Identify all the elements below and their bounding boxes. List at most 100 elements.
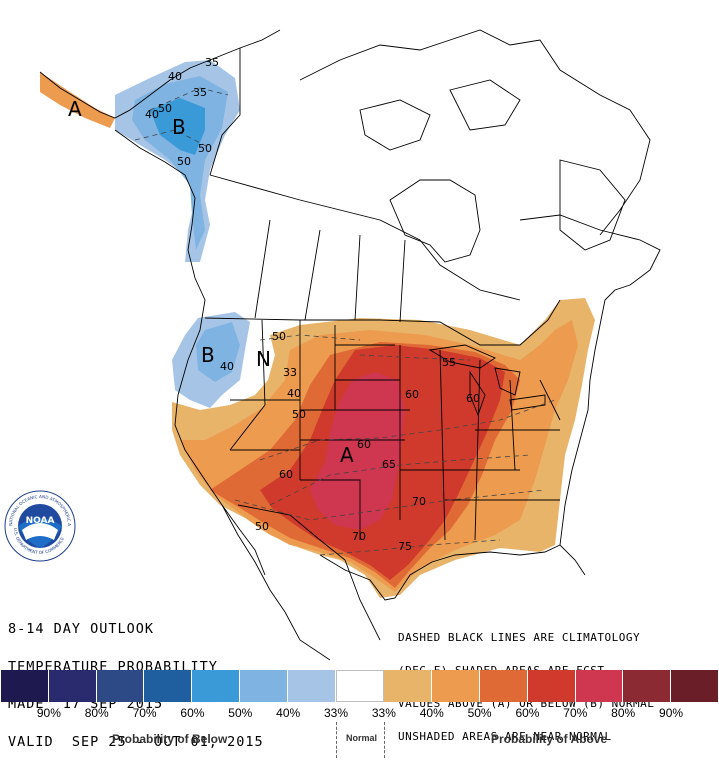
- legend-swatch-4: [192, 670, 240, 702]
- label-ak-50a: 50: [158, 102, 172, 115]
- legend-tick-12: 80%: [611, 706, 636, 720]
- label-ak-35b: 35: [193, 86, 207, 99]
- climatology-lines: [134, 87, 556, 556]
- legend-tick-8: 40%: [419, 706, 444, 720]
- mexico-border: [237, 504, 346, 561]
- alaska-coast: [39, 29, 281, 119]
- legend-tick-5: 40%: [276, 706, 301, 720]
- legend-swatch-0: [1, 670, 49, 702]
- province-lines: [209, 174, 521, 323]
- outlook-title: 8-14 DAY OUTLOOK: [8, 621, 155, 637]
- legend-tick-2: 70%: [132, 706, 157, 720]
- legend-tick-6: 33%: [324, 706, 349, 720]
- clim-55: [359, 354, 471, 361]
- legend-swatch-6: [287, 670, 336, 702]
- legend-swatch-5: [239, 670, 288, 702]
- label-ak-50b: 50: [198, 142, 212, 155]
- note-line-4: UNSHADED AREAS ARE NEAR-NORMAL: [398, 730, 612, 743]
- canada-us-border: [204, 299, 561, 346]
- alaska-below-core: [150, 98, 205, 155]
- legend-tick-spacer: [1, 706, 25, 720]
- label-pnw-40: 40: [220, 360, 234, 373]
- logo-text: NOAA: [26, 516, 55, 526]
- category-labels: A B B N A: [68, 97, 354, 467]
- arctic-islands: [299, 29, 651, 251]
- legend-swatch-14: [671, 670, 719, 702]
- gulf-coast: [319, 544, 586, 601]
- clim-50: [134, 129, 211, 149]
- clim-40: [149, 87, 229, 111]
- outlook-valid-dates: VALID SEP 25 - OCT 01, 2015: [8, 733, 264, 750]
- mexico-interior: [284, 559, 381, 661]
- legend-swatch-3: [144, 670, 193, 702]
- great-lakes: [428, 344, 546, 417]
- legend-tick-4: 50%: [228, 706, 253, 720]
- atlantic-coast: [559, 269, 651, 546]
- legend-below-label: Probability of Below: [112, 732, 228, 746]
- label-c-70: 70: [352, 530, 366, 543]
- legend-swatch-12: [575, 670, 624, 702]
- note-line-1: DASHED BLACK LINES ARE CLIMATOLOGY: [398, 631, 641, 644]
- label-c-55: 55: [442, 356, 456, 369]
- shading-layer: [40, 60, 595, 598]
- note-line-3: VALUES ABOVE (A) OR BELOW (B) NORMAL: [398, 697, 655, 710]
- legend-swatch-11: [527, 670, 576, 702]
- label-c-50: 50: [255, 520, 269, 533]
- label-c-75: 75: [398, 540, 412, 553]
- legend-swatch-7: [335, 670, 385, 702]
- above-80-area: [310, 372, 405, 530]
- legend-color-bar: [1, 670, 719, 702]
- legend-tick-7: 33%: [371, 706, 396, 720]
- label-ak-40b: 40: [145, 108, 159, 121]
- noaa-logo: NATIONAL OCEANIC AND ATMOSPHERIC ADMINIS…: [4, 490, 76, 562]
- label-ak-40: 40: [168, 70, 182, 83]
- pnw-b-label: B: [201, 343, 215, 367]
- legend-tick-1: 80%: [84, 706, 109, 720]
- legend-tick-13: 90%: [659, 706, 684, 720]
- legend-swatch-9: [432, 670, 480, 702]
- pnw-n-label: N: [256, 347, 271, 371]
- clim-50b: [259, 334, 361, 341]
- clim-75: [319, 539, 501, 556]
- legend-swatch-2: [96, 670, 145, 702]
- label-c-60c: 60: [466, 392, 480, 405]
- coastlines-and-borders: [39, 29, 661, 661]
- us-state-lines: [229, 319, 561, 541]
- label-nw-40: 40: [287, 387, 301, 400]
- outlook-subtitle: TEMPERATURE PROBABILITY: [8, 658, 218, 675]
- clim-65: [269, 454, 531, 506]
- hudson-bay: [389, 179, 481, 263]
- label-sw-60: 60: [279, 468, 293, 481]
- label-c-60b: 60: [405, 388, 419, 401]
- label-c-65: 65: [382, 458, 396, 471]
- clim-70: [234, 489, 546, 521]
- legend-tick-3: 60%: [180, 706, 205, 720]
- legend-swatch-1: [48, 670, 97, 702]
- label-nw-50: 50: [272, 330, 286, 343]
- clim-60: [259, 399, 556, 461]
- temperature-outlook-map: A B B N A 40 35 35 40 50 50 50 40 50 33 …: [39, 29, 661, 661]
- legend-tick-9: 50%: [467, 706, 492, 720]
- legend-tick-11: 70%: [563, 706, 588, 720]
- label-ak-35a: 35: [205, 56, 219, 69]
- label-ak-50c: 50: [177, 155, 191, 168]
- legend-swatch-13: [623, 670, 672, 702]
- alaska-canada-border: [209, 48, 241, 176]
- legend-separator-left: [336, 722, 337, 758]
- alaska-above-area: [40, 72, 115, 128]
- legend-tick-10: 60%: [515, 706, 540, 720]
- label-nw-33: 33: [283, 366, 297, 379]
- alaska-a-label: A: [68, 97, 82, 121]
- legend-swatch-10: [479, 670, 528, 702]
- legend-normal-label: Normal: [346, 733, 378, 743]
- label-nw-50b: 50: [292, 408, 306, 421]
- legend-separator-right: [384, 722, 385, 758]
- legend-swatch-8: [384, 670, 433, 702]
- legend-tick-labels: 90% 80% 70% 60% 50% 40% 33% 33% 40% 50% 60% 70% 80% 9…: [1, 706, 719, 720]
- baja-coast: [221, 504, 286, 613]
- pnw-below-inner: [196, 322, 240, 382]
- label-c-70b: 70: [412, 495, 426, 508]
- legend-tick-spacer-end: [695, 706, 719, 720]
- legend-tick-0: 90%: [36, 706, 61, 720]
- labrador-coast: [519, 214, 661, 271]
